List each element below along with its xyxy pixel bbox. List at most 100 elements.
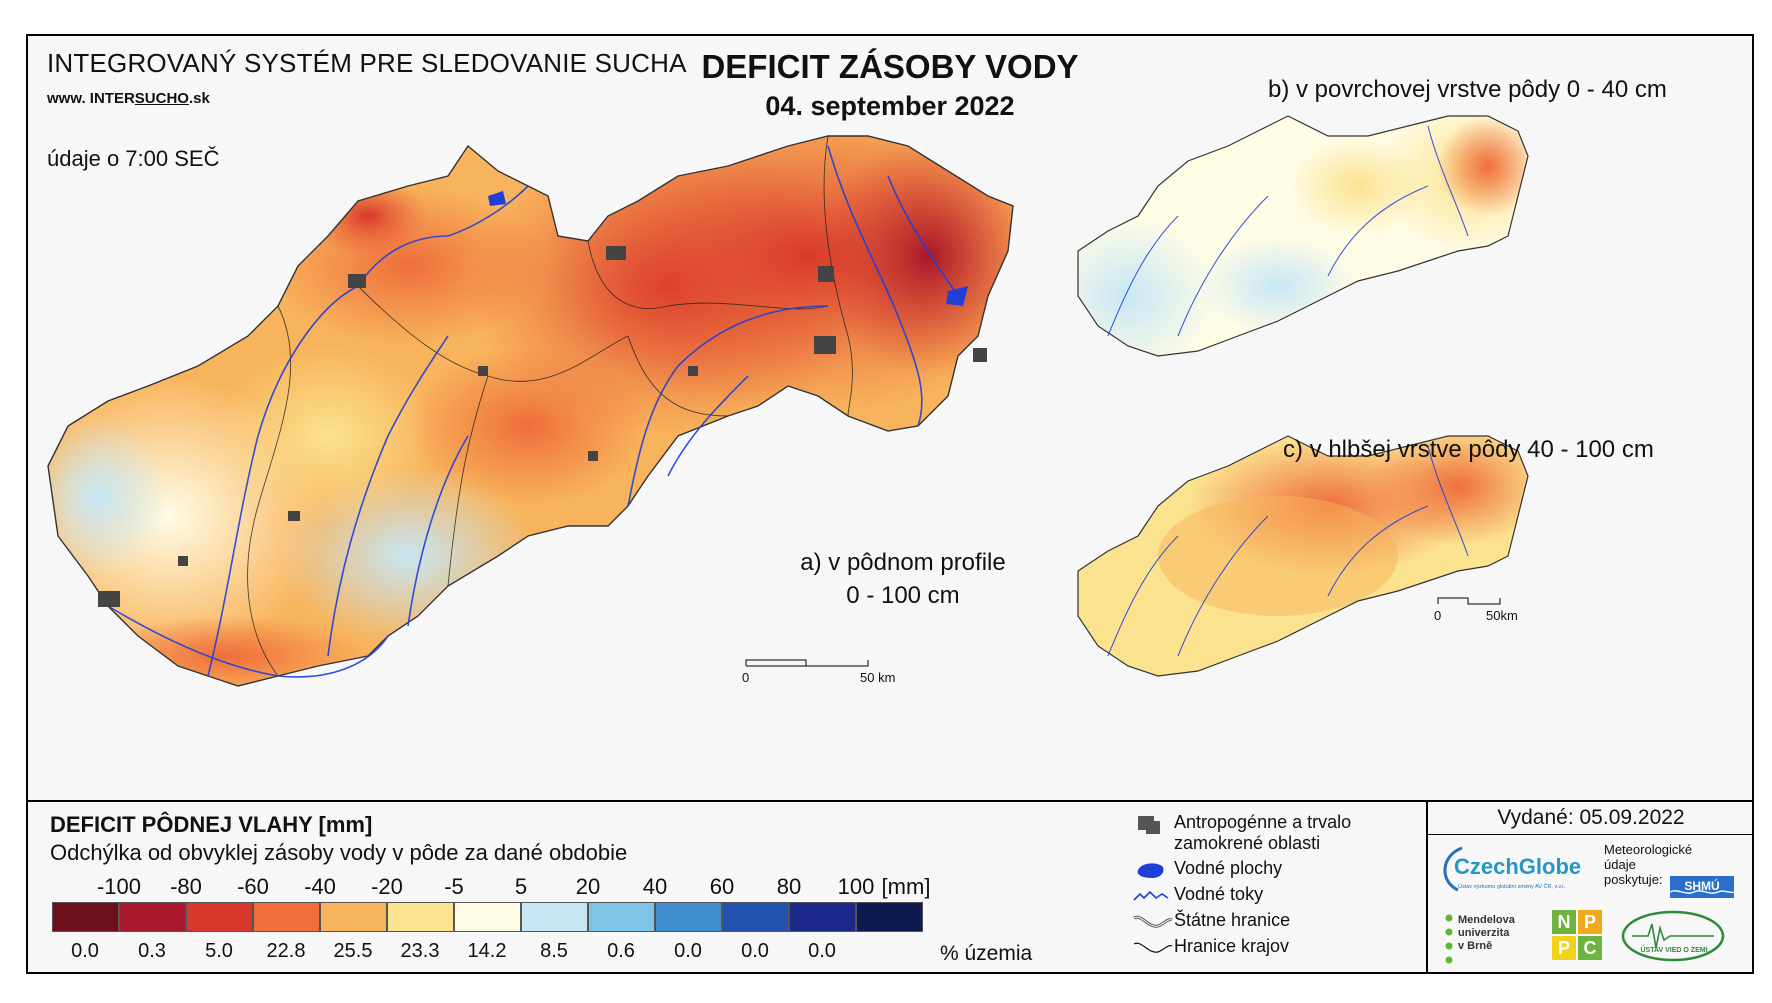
swatch-10	[722, 902, 789, 932]
scale-label: -80	[170, 874, 202, 899]
shmu-logo: SHMÚ	[1669, 876, 1735, 898]
symbol-rivers-label: Vodné toky	[1174, 884, 1264, 904]
map-a-label-line1: a) v pôdnom profile	[800, 549, 1006, 576]
nppc-c: C	[1578, 936, 1602, 960]
scale-label: -100	[96, 874, 142, 899]
symbol-water: Vodné plochy	[1132, 858, 1412, 884]
region-border-icon	[1133, 942, 1173, 953]
map-c	[1077, 435, 1529, 677]
symbol-rivers: Vodné toky	[1132, 884, 1412, 910]
met-provider: Meteorologické údaje poskytuje:	[1604, 842, 1692, 887]
percent-unit: % územia	[940, 942, 1033, 965]
percent-value: 25.5	[333, 940, 373, 962]
shmu-text: SHMÚ	[1684, 878, 1719, 893]
czechglobe-subtitle: Ústav výzkumu globální změny AV ČR, v.v.…	[1458, 883, 1565, 890]
urban-area-icon	[1138, 816, 1160, 834]
legend-color-scale	[52, 902, 923, 932]
scale-unit: [mm]	[881, 874, 931, 899]
swatch-5	[387, 902, 454, 932]
czechglobe-logo: CzechGlobe Ústav výzkumu globální změny …	[1436, 842, 1596, 903]
symbol-state-borders: Štátne hranice	[1132, 910, 1412, 936]
percent-value: 22.8	[266, 940, 306, 962]
percent-value: 0.0	[741, 940, 769, 962]
nppc-p1: P	[1578, 910, 1602, 934]
swatch-7	[521, 902, 588, 932]
percent-value: 8.5	[540, 940, 568, 962]
percent-value: 23.3	[400, 940, 440, 962]
scale-label: -5	[444, 874, 464, 899]
czechglobe-name: CzechGlobe	[1454, 854, 1581, 879]
symbol-state-borders-label: Štátne hranice	[1174, 910, 1291, 930]
scale-label: 100	[837, 874, 875, 899]
percent-value: 0.6	[607, 940, 635, 962]
swatch-4	[320, 902, 387, 932]
issued-date: Vydané: 05.09.2022	[1428, 802, 1754, 835]
uvz-logo: ÚSTAV VIED O ZEMI	[1621, 910, 1725, 962]
scale-label: 20	[575, 874, 601, 899]
website-brand-b: SUCHO	[134, 90, 189, 107]
nppc-logo: N P P C	[1552, 910, 1602, 960]
percent-value: 14.2	[467, 940, 507, 962]
scale-label: 5	[514, 874, 528, 899]
mendel-line2: univerzita	[1458, 927, 1510, 939]
map-c-label: c) v hlbšej vrstve pôdy 40 - 100 cm	[1283, 436, 1654, 463]
scale-label: -40	[304, 874, 336, 899]
scale-main-label: 50 km	[860, 670, 896, 685]
scale-label: 80	[776, 874, 802, 899]
website-prefix: www.	[47, 90, 86, 107]
swatch-11	[789, 902, 856, 932]
website-link[interactable]: www. INTERSUCHO.sk	[47, 90, 210, 107]
mendel-dots-icon	[1445, 914, 1453, 964]
map-a-label-line2: 0 - 100 cm	[846, 582, 960, 609]
scale-small-label: 50km	[1486, 608, 1518, 623]
percent-value: 0.0	[674, 940, 702, 962]
map-b	[1077, 115, 1529, 357]
scale-label: 60	[709, 874, 735, 899]
legend-scale-labels: -100 -80 -60 -40 -20 -5 5 20 40 60 80 10…	[50, 874, 950, 900]
swatch-0	[52, 902, 119, 932]
swatch-9	[655, 902, 722, 932]
website-brand-a: INTER	[89, 90, 135, 107]
symbol-water-label: Vodné plochy	[1174, 858, 1283, 878]
swatch-8	[588, 902, 655, 932]
mendel-line1: Mendelova	[1458, 914, 1515, 926]
percent-value: 0.3	[138, 940, 166, 962]
symbol-region-borders-label: Hranice krajov	[1174, 936, 1290, 956]
map-frame: INTEGROVANÝ SYSTÉM PRE SLEDOVANIE SUCHA …	[26, 34, 1754, 974]
map-area: INTEGROVANÝ SYSTÉM PRE SLEDOVANIE SUCHA …	[28, 36, 1752, 800]
swatch-3	[253, 902, 320, 932]
swatch-1	[119, 902, 186, 932]
met-line3: poskytuje:	[1604, 872, 1663, 887]
website-suffix: .sk	[188, 90, 210, 107]
swatch-6	[454, 902, 521, 932]
scale-label: -60	[237, 874, 269, 899]
symbol-urban-label: Antropogénne a trvalo zamokrené oblasti	[1174, 812, 1352, 853]
map-a	[47, 135, 1014, 687]
percent-value: 5.0	[205, 940, 233, 962]
state-border-icon	[1133, 915, 1173, 928]
legend-title: DEFICIT PÔDNEJ VLAHY [mm]	[50, 812, 373, 837]
czechglobe-arc-icon: CzechGlobe Ústav výzkumu globální změny …	[1443, 846, 1581, 892]
legend-subtitle: Odchýlka od obvyklej zásoby vody v pôde …	[50, 840, 628, 865]
water-body-icon	[1137, 863, 1164, 878]
scale-main-zero: 0	[742, 670, 750, 685]
map-a-label: a) v pôdnom profile 0 - 100 cm	[788, 546, 1018, 612]
legend-panel: DEFICIT PÔDNEJ VLAHY [mm] Odchýlka od ob…	[28, 800, 1754, 974]
map-b-label: b) v povrchovej vrstve pôdy 0 - 40 cm	[1268, 76, 1667, 103]
percent-value: 0.0	[71, 940, 99, 962]
date-title: 04. september 2022	[765, 91, 1015, 121]
main-title: DEFICIT ZÁSOBY VODY	[701, 48, 1079, 85]
met-line2: údaje	[1604, 857, 1636, 872]
mendel-line3: v Brně	[1458, 940, 1493, 952]
nppc-p2: P	[1552, 936, 1576, 960]
scale-bar-small	[1437, 597, 1501, 605]
met-line1: Meteorologické	[1604, 842, 1693, 857]
scale-bar-main	[745, 659, 869, 667]
nppc-n: N	[1552, 910, 1576, 934]
scale-small-zero: 0	[1434, 608, 1442, 623]
swatch-2	[186, 902, 253, 932]
maps-canvas	[47, 115, 1529, 687]
mendel-logo: Mendelova univerzita v Brně	[1458, 914, 1515, 953]
symbol-urban: Antropogénne a trvalo zamokrené oblasti	[1132, 812, 1412, 858]
scale-label: -20	[371, 874, 403, 899]
